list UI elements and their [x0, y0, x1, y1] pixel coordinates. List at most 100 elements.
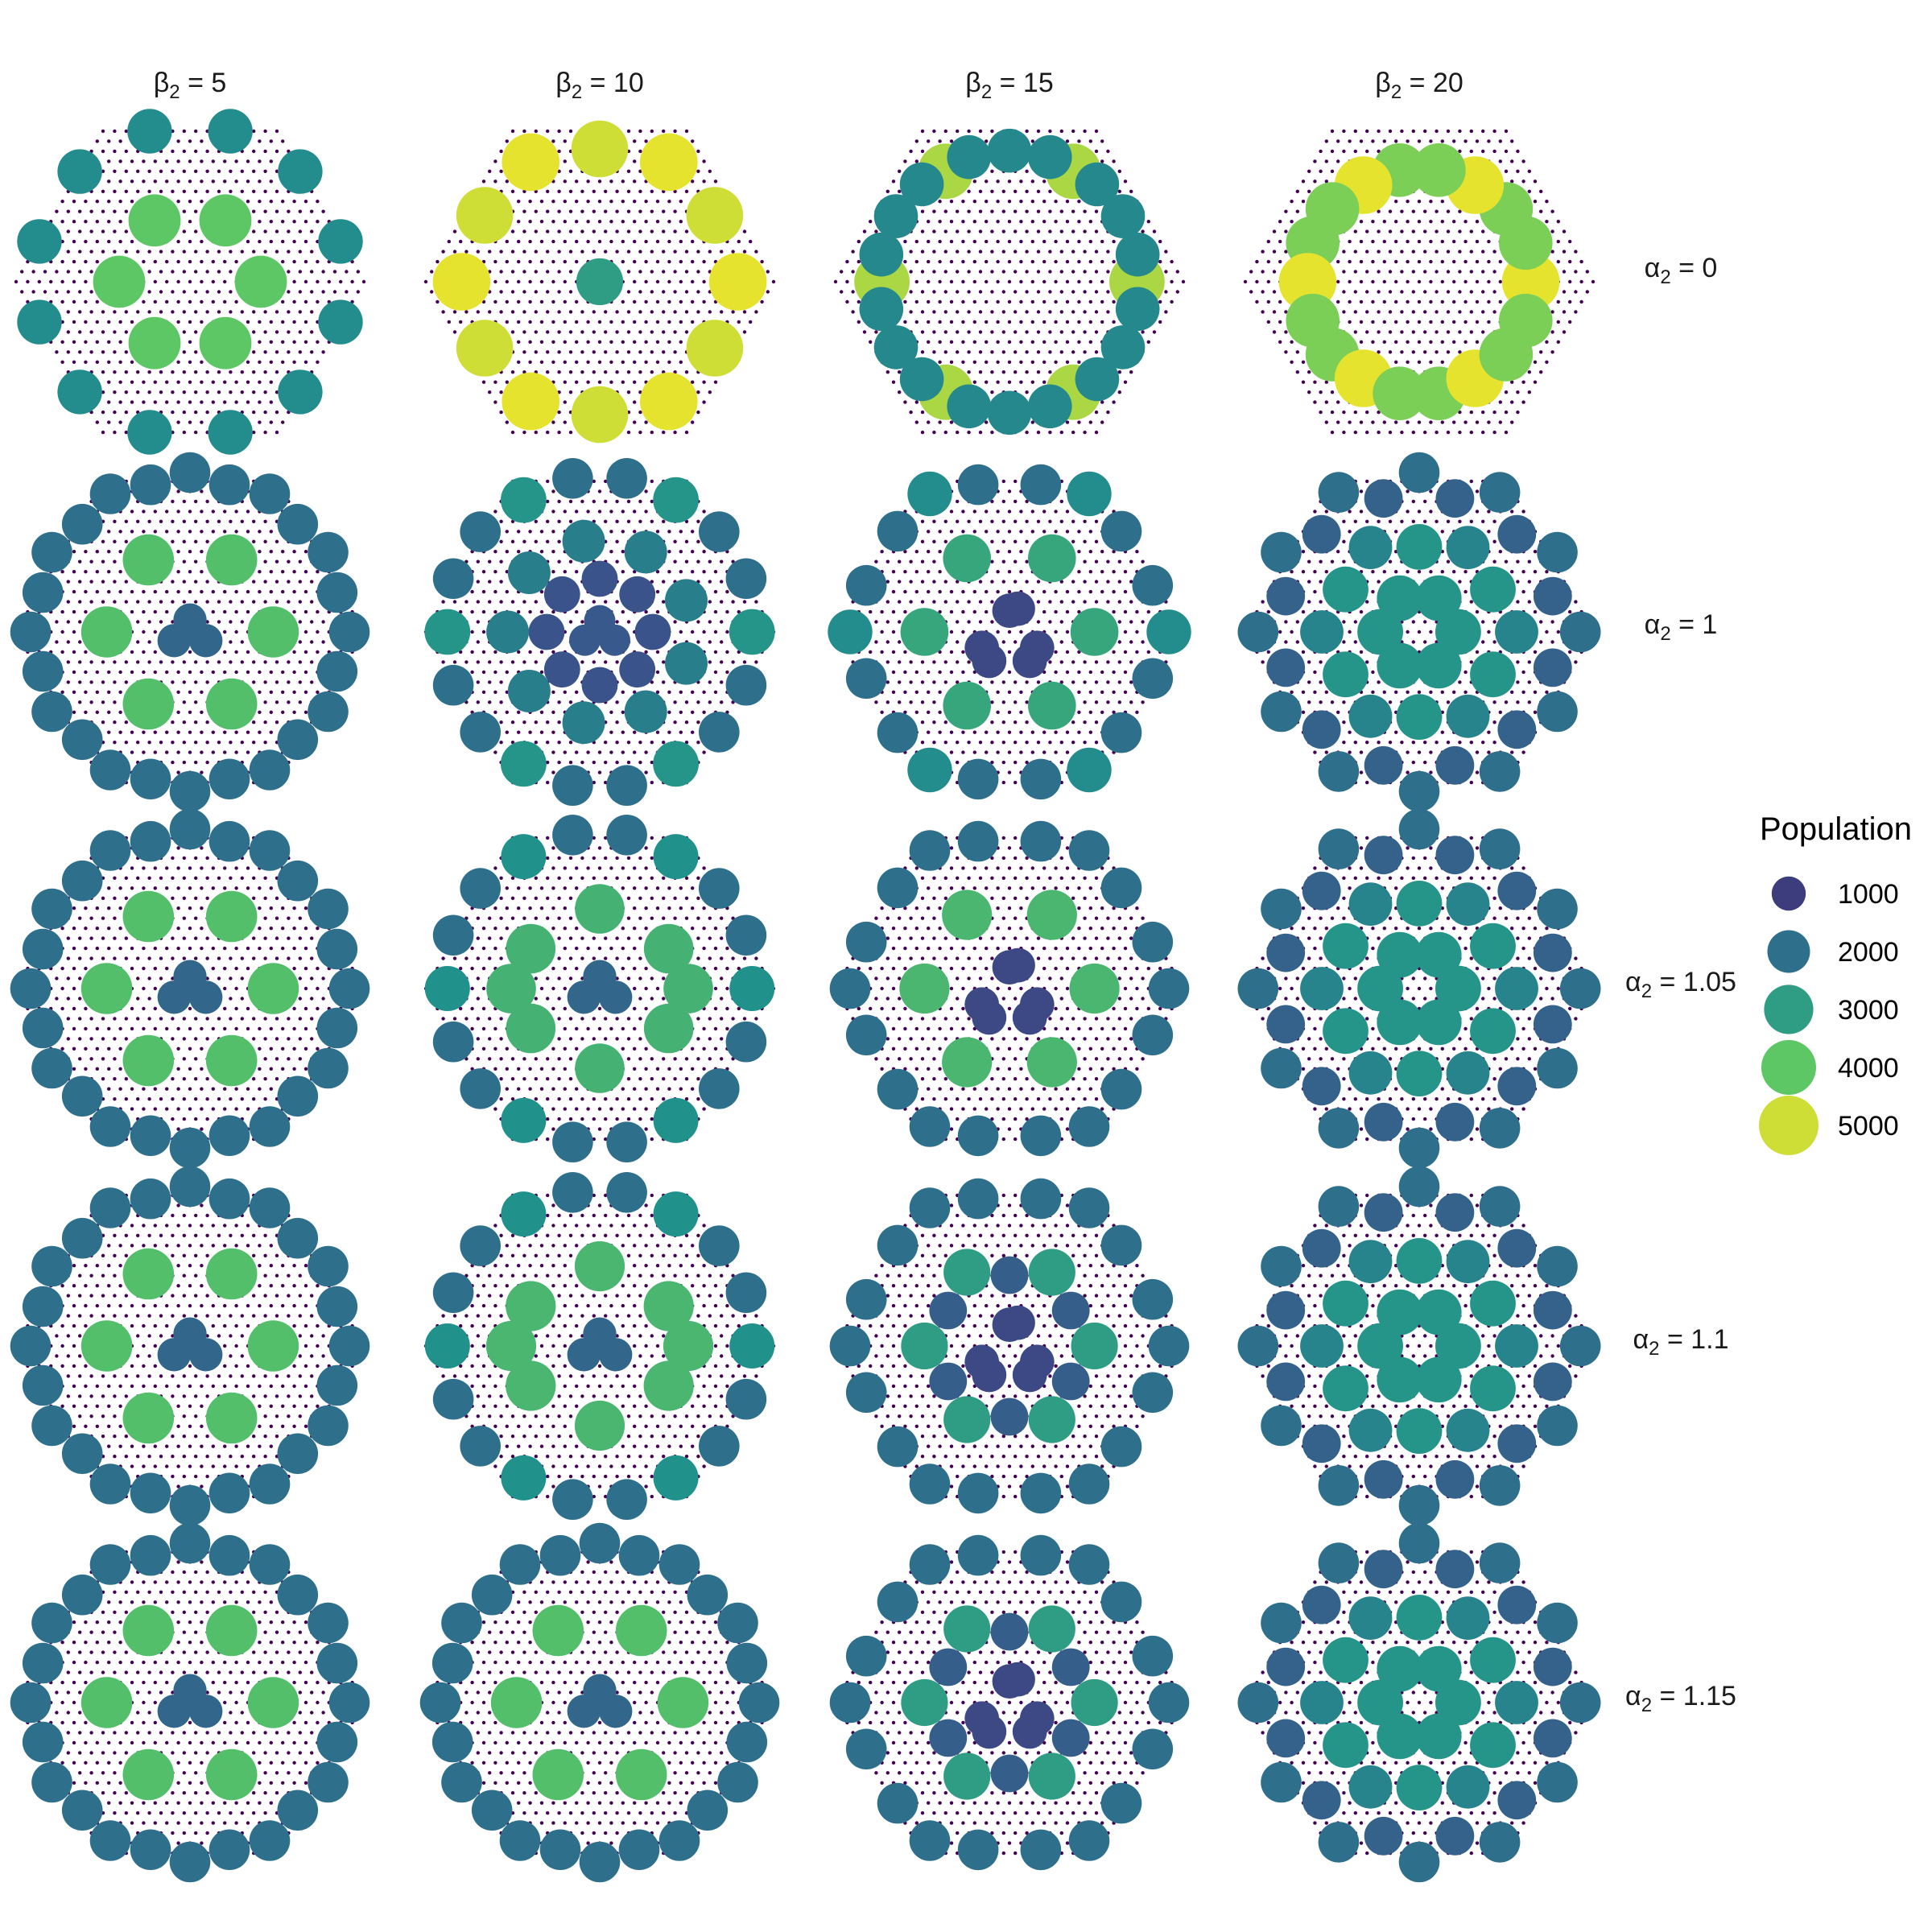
lattice-site [1278, 239, 1282, 244]
lattice-site [996, 550, 1000, 554]
lattice-site [124, 129, 128, 134]
cluster-point [169, 770, 211, 812]
lattice-site [1475, 340, 1480, 344]
lattice-site [1487, 420, 1491, 424]
lattice-site [557, 370, 561, 374]
lattice-site [281, 259, 285, 264]
lattice-site [89, 350, 93, 354]
lattice-site [1516, 410, 1520, 415]
lattice-site [1382, 220, 1387, 224]
lattice-site [182, 169, 186, 173]
lattice-site [263, 430, 267, 435]
lattice-site [263, 310, 267, 314]
lattice-site [505, 420, 509, 424]
lattice-site [967, 129, 971, 134]
lattice-site [1435, 209, 1439, 213]
lattice-site [493, 690, 497, 694]
lattice-site [655, 239, 660, 244]
lattice-site [1406, 279, 1410, 284]
lattice-site [638, 519, 642, 523]
lattice-site [1054, 670, 1058, 675]
lattice-site [1030, 320, 1035, 324]
lattice-site [1071, 350, 1075, 354]
lattice-site [943, 129, 948, 134]
lattice-site [1278, 320, 1282, 324]
lattice-site [522, 229, 526, 233]
lattice-site [1440, 340, 1445, 344]
lattice-site [702, 180, 706, 184]
lattice-site [269, 710, 273, 714]
lattice-site [78, 330, 82, 334]
lattice-site [1123, 630, 1128, 634]
lattice-site [943, 250, 948, 254]
lattice-site [1001, 640, 1006, 644]
cluster-point [278, 149, 323, 194]
lattice-site [165, 510, 169, 514]
cluster-point [249, 473, 291, 514]
lattice-site [303, 650, 308, 654]
lattice-site [568, 189, 573, 193]
lattice-site [269, 690, 273, 694]
cluster-point [460, 712, 501, 753]
lattice-site [597, 510, 602, 514]
lattice-site [1452, 299, 1456, 304]
lattice-site [956, 640, 960, 644]
lattice-site [499, 660, 503, 664]
lattice-site [1083, 229, 1087, 233]
lattice-site [662, 350, 666, 354]
lattice-site [1013, 350, 1018, 354]
lattice-site [165, 750, 169, 754]
lattice-site [275, 680, 279, 684]
lattice-site [1007, 180, 1012, 184]
lattice-site [182, 350, 186, 354]
lattice-site [1088, 420, 1093, 424]
lattice-site [1094, 680, 1099, 684]
lattice-site [696, 410, 700, 415]
lattice-site [101, 580, 105, 584]
lattice-site [159, 310, 163, 314]
lattice-site [205, 499, 209, 504]
lattice-site [1463, 420, 1468, 424]
lattice-site [1094, 250, 1099, 254]
lattice-site [927, 570, 931, 574]
lattice-site [534, 229, 538, 233]
lattice-site [60, 630, 64, 634]
lattice-site [1510, 400, 1514, 404]
cluster-point [1028, 384, 1072, 429]
lattice-site [702, 510, 706, 514]
lattice-site [1249, 290, 1253, 294]
lattice-site [275, 600, 279, 604]
lattice-site [943, 430, 948, 435]
lattice-site [696, 700, 700, 704]
lattice-site [568, 350, 573, 354]
lattice-site [1059, 640, 1064, 644]
lattice-site [263, 250, 267, 254]
lattice-site [644, 279, 648, 284]
lattice-site [1170, 299, 1174, 304]
lattice-site [159, 390, 163, 394]
lattice-site [978, 370, 983, 374]
lattice-site [621, 239, 625, 244]
lattice-site [1019, 380, 1023, 384]
lattice-site [171, 760, 175, 765]
lattice-site [615, 229, 619, 233]
lattice-site [673, 700, 677, 704]
lattice-site [522, 189, 526, 193]
lattice-site [557, 229, 561, 233]
lattice-site [1030, 239, 1035, 244]
lattice-site [20, 290, 24, 294]
lattice-site [880, 630, 884, 634]
lattice-site [713, 180, 718, 184]
lattice-site [1083, 430, 1087, 435]
lattice-site [1054, 589, 1058, 594]
lattice-site [505, 670, 509, 675]
lattice-site [223, 510, 227, 514]
lattice-site [667, 690, 671, 694]
lattice-site [644, 489, 648, 493]
lattice-site [749, 320, 753, 324]
lattice-site [956, 330, 960, 334]
lattice-site [621, 259, 625, 264]
lattice-site [66, 660, 71, 664]
lattice-site [546, 350, 550, 354]
lattice-site [621, 570, 625, 574]
